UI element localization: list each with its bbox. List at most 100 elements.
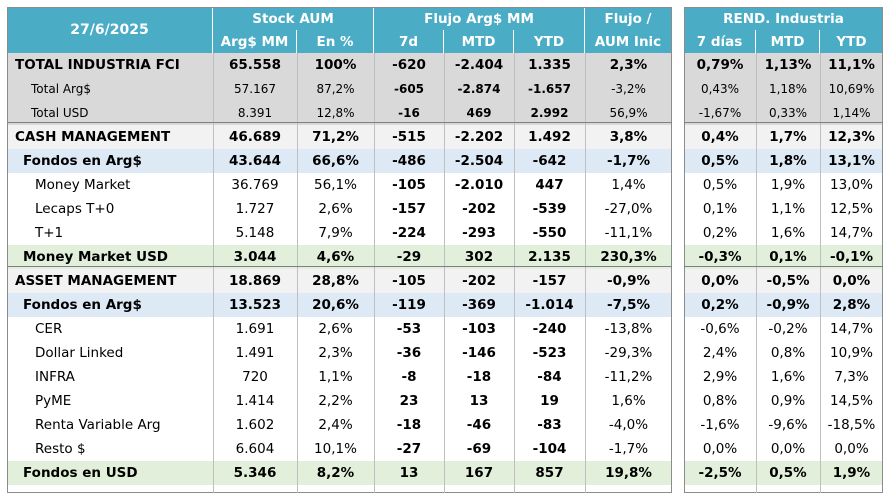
cell-r7: -0,6% — [684, 317, 756, 341]
cell-fmtd: -69 — [444, 437, 514, 461]
cell-rytd: -18,5% — [820, 413, 883, 437]
cell-r7: 0,2% — [684, 293, 756, 317]
column-gap — [672, 53, 684, 77]
cell-rytd: 14,7% — [820, 317, 883, 341]
cell-r7: 0,5% — [684, 173, 756, 197]
cell-fytd: 2.992 — [514, 101, 585, 125]
cell-pct: 56,1% — [297, 173, 374, 197]
cell-pct: 66,6% — [297, 149, 374, 173]
cell-argmm: 13.523 — [213, 293, 297, 317]
cell-rmtd: 1,9% — [756, 173, 820, 197]
table-row: Fondos en USD 5.346 8,2% 13 167 857 19,8% -2,5%… — [7, 461, 883, 485]
cell-faum: -4,0% — [585, 413, 672, 437]
column-gap — [672, 437, 684, 461]
cell-faum: 19,8% — [585, 461, 672, 485]
cell-rytd: 0,0% — [820, 269, 883, 293]
row-label: Renta Variable Arg — [7, 413, 213, 437]
cell-f7d: -119 — [374, 293, 444, 317]
cell-fytd: -1.014 — [514, 293, 585, 317]
cell-pct: 100% — [297, 53, 374, 77]
table-row: ASSET MANAGEMENT 18.869 28,8% -105 -202 -157-… — [7, 269, 883, 293]
cell-pct: 87,2% — [297, 77, 374, 101]
cell-f7d: -224 — [374, 221, 444, 245]
cell-f7d: 23 — [374, 389, 444, 413]
cell-argmm: 3.044 — [213, 245, 297, 269]
row-label: Total Arg$ — [7, 77, 213, 101]
cell-argmm: 6.604 — [213, 437, 297, 461]
cell-r7: 0,79% — [684, 53, 756, 77]
cell-f7d: -620 — [374, 53, 444, 77]
cell-rmtd: 1,8% — [756, 149, 820, 173]
cell-rmtd: 0,1% — [756, 245, 820, 269]
row-label: Resto $ — [7, 437, 213, 461]
table-row: CER 1.691 2,6% -53 -103 -240 -13,8% -0,6% -0,2% 1… — [7, 317, 883, 341]
col-header-rend-mtd: MTD — [756, 30, 820, 53]
cell-argmm: 1.602 — [213, 413, 297, 437]
column-gap — [672, 245, 684, 269]
cell-rmtd: 1,6% — [756, 365, 820, 389]
cell-rmtd: 0,8% — [756, 341, 820, 365]
cell-faum: 1,4% — [585, 173, 672, 197]
cell-pct: 1,1% — [297, 365, 374, 389]
column-gap — [672, 7, 684, 30]
cell-argmm: 1.491 — [213, 341, 297, 365]
cell-f7d: -515 — [374, 125, 444, 149]
row-label: Money Market — [7, 173, 213, 197]
cell-fytd: 447 — [514, 173, 585, 197]
cell-fytd: 1.492 — [514, 125, 585, 149]
row-label: CER — [7, 317, 213, 341]
cell-rmtd: 0,5% — [756, 461, 820, 485]
grid-vline — [756, 53, 757, 493]
cell-fmtd: 167 — [444, 461, 514, 485]
cell-argmm: 720 — [213, 365, 297, 389]
cell-faum: 230,3% — [585, 245, 672, 269]
column-gap — [672, 293, 684, 317]
cell-faum: -1,7% — [585, 437, 672, 461]
table-row: Money Market 36.769 56,1% -105 -2.010 447 1,4%… — [7, 173, 883, 197]
col-header-7d: 7d — [374, 30, 444, 53]
cell-f7d: -18 — [374, 413, 444, 437]
column-gap — [672, 125, 684, 149]
cell-argmm: 1.691 — [213, 317, 297, 341]
row-label: TOTAL INDUSTRIA FCI — [7, 53, 213, 77]
cell-fmtd: 302 — [444, 245, 514, 269]
cell-faum: 2,3% — [585, 53, 672, 77]
section-divider — [684, 266, 883, 267]
cell-rmtd: 1,13% — [756, 53, 820, 77]
cell-rytd: 7,3% — [820, 365, 883, 389]
cell-rmtd: 0,0% — [756, 437, 820, 461]
cell-f7d: -29 — [374, 245, 444, 269]
table-row: Dollar Linked 1.491 2,3% -36 -146 -523 -29,3% 2… — [7, 341, 883, 365]
grid-vline — [585, 53, 586, 493]
cell-faum: 3,8% — [585, 125, 672, 149]
cell-rytd: 13,0% — [820, 173, 883, 197]
cell-fmtd: -369 — [444, 293, 514, 317]
cell-pct: 2,3% — [297, 341, 374, 365]
row-label: Lecaps T+0 — [7, 197, 213, 221]
cell-f7d: -486 — [374, 149, 444, 173]
cell-r7: 0,4% — [684, 125, 756, 149]
header-row-columns: Arg$ MM En % 7d MTD YTD AUM Inic 7 días … — [7, 30, 883, 53]
cell-argmm: 1.727 — [213, 197, 297, 221]
cell-rmtd: 1,18% — [756, 77, 820, 101]
column-gap — [672, 341, 684, 365]
col-header-aum-inic: AUM Inic — [585, 30, 672, 53]
cell-rytd: 13,1% — [820, 149, 883, 173]
cell-rytd: 14,7% — [820, 221, 883, 245]
cell-fmtd: -2.404 — [444, 53, 514, 77]
row-label: PyME — [7, 389, 213, 413]
cell-f7d: 13 — [374, 461, 444, 485]
section-divider — [7, 122, 672, 123]
cell-fytd: 19 — [514, 389, 585, 413]
report-date: 27/6/2025 — [7, 7, 213, 53]
cell-rmtd: 0,33% — [756, 101, 820, 125]
cell-pct: 2,2% — [297, 389, 374, 413]
table-row: PyME 1.414 2,2% 23 13 19 1,6% 0,8% 0,9% 14,5% — [7, 389, 883, 413]
group-flujo: Flujo Arg$ MM — [374, 7, 585, 30]
cell-faum: -29,3% — [585, 341, 672, 365]
grid-vline — [444, 53, 445, 493]
cell-pct: 12,8% — [297, 101, 374, 125]
cell-faum: -11,2% — [585, 365, 672, 389]
cell-r7: -0,3% — [684, 245, 756, 269]
row-label: Fondos en Arg$ — [7, 293, 213, 317]
